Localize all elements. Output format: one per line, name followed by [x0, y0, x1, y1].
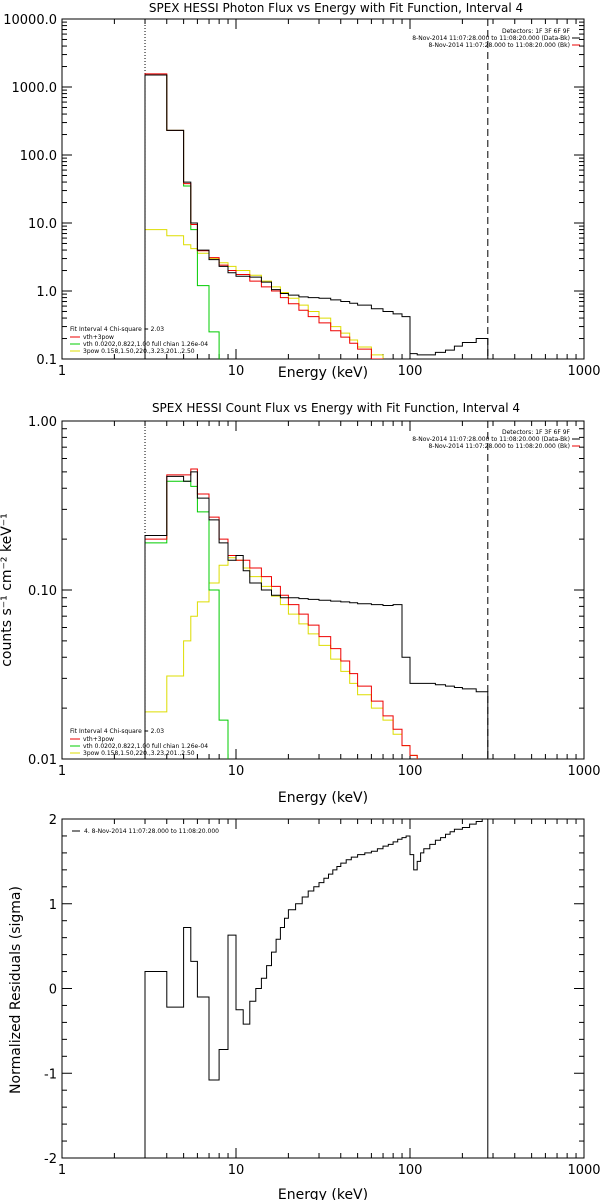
legend-bk: 8-Nov-2014 11:07:28.000 to 11:08:20.000 … — [428, 443, 570, 450]
y-tick-label: 2 — [49, 813, 57, 828]
y-tick-label: -1 — [44, 1067, 57, 1082]
legend-detectors: Detectors: 1F 3F 6F 9F — [502, 28, 571, 35]
photon-flux-title: SPEX HESSI Photon Flux vs Energy with Fi… — [149, 1, 523, 15]
legend-bk: 8-Nov-2014 11:07:28.000 to 11:08:20.000 … — [428, 42, 570, 49]
legend-detectors: Detectors: 1F 3F 6F 9F — [502, 429, 571, 436]
residuals-ylabel: Normalized Residuals (sigma) — [8, 886, 24, 1094]
count-flux-frame — [61, 420, 585, 760]
residuals-legend: 4. 8-Nov-2014 11:07:28.000 to 11:08:20.0… — [72, 828, 219, 835]
series-line — [144, 74, 489, 359]
y-tick-label: 0.10 — [28, 584, 57, 599]
legend-data-bk: 8-Nov-2014 11:07:28.000 to 11:08:20.000 … — [412, 436, 570, 443]
legend-fit-interval: Fit Interval 4 Chi-square = 2.03 — [70, 326, 164, 333]
y-tick-label: 0.01 — [28, 753, 57, 768]
x-tick-label: 10 — [228, 1163, 245, 1178]
y-tick-label: 1000.0 — [12, 81, 58, 96]
y-tick-label: 0 — [49, 983, 57, 998]
series-line — [144, 471, 489, 759]
photon-flux-frame — [61, 18, 585, 360]
legend-vth3pow: vth+3pow — [83, 736, 114, 743]
legend-3pow: 3pow 0.158,1.50,220.,3.23,201.,2.50 — [83, 348, 195, 355]
count-flux-marks: 1 10 100 1000 0.01 0.10 1.00 — [28, 415, 600, 779]
x-tick-label: 1000 — [567, 764, 600, 779]
legend-data-bk: 8-Nov-2014 11:07:28.000 to 11:08:20.000 … — [412, 35, 570, 42]
count-flux-panel: SPEX HESSI Count Flux vs Energy with Fit… — [0, 401, 600, 806]
residuals-xlabel: Energy (keV) — [278, 1187, 368, 1200]
x-tick-label: 100 — [398, 364, 423, 379]
y-tick-label: 10000.0 — [3, 13, 57, 28]
photon-flux-panel: SPEX HESSI Photon Flux vs Energy with Fi… — [3, 1, 600, 381]
y-tick-label: -2 — [44, 1152, 57, 1167]
x-tick-label: 1 — [58, 1163, 66, 1178]
legend-interval: 4. 8-Nov-2014 11:07:28.000 to 11:08:20.0… — [84, 828, 219, 835]
y-tick-label: 1 — [49, 898, 57, 913]
legend-vth: vth 0.0202,0.822,1.00 full chian 1.26e-0… — [83, 341, 208, 348]
legend-vth: vth 0.0202,0.822,1.00 full chian 1.26e-0… — [83, 743, 208, 750]
series-line — [144, 557, 418, 759]
x-tick-label: 1000 — [567, 364, 600, 379]
x-tick-label: 100 — [398, 1163, 423, 1178]
legend-fit-interval: Fit Interval 4 Chi-square = 2.03 — [70, 728, 164, 735]
count-flux-legend-topright: Detectors: 1F 3F 6F 9F 8-Nov-2014 11:07:… — [412, 429, 580, 450]
photon-flux-xlabel: Energy (keV) — [278, 365, 368, 381]
count-flux-xlabel: Energy (keV) — [278, 790, 368, 806]
photon-flux-legend-fit: Fit Interval 4 Chi-square = 2.03 vth+3po… — [70, 326, 208, 355]
x-tick-label: 1 — [58, 364, 66, 379]
count-flux-legend-fit: Fit Interval 4 Chi-square = 2.03 vth+3po… — [70, 728, 208, 757]
x-tick-label: 1000 — [567, 1163, 600, 1178]
x-tick-label: 100 — [398, 764, 423, 779]
y-tick-label: 1.0 — [36, 285, 57, 300]
photon-flux-marks: 1 10 100 1000 0.1 1.0 10.0 100.0 1000.0 10000.0 — [3, 13, 600, 379]
x-tick-label: 10 — [228, 764, 245, 779]
y-tick-label: 1.00 — [28, 415, 57, 430]
y-tick-label: 100.0 — [20, 149, 57, 164]
y-tick-label: 10.0 — [28, 217, 57, 232]
residuals-panel: Energy (keV) Normalized Residuals (sigma… — [8, 813, 600, 1200]
count-flux-ylabel: counts s⁻¹ cm⁻² keV⁻¹ — [0, 513, 15, 667]
x-tick-label: 1 — [58, 764, 66, 779]
y-tick-label: 0.1 — [36, 353, 57, 368]
legend-vth3pow: vth+3pow — [83, 334, 114, 341]
residuals-frame — [61, 818, 585, 1159]
series-line — [144, 819, 489, 1158]
photon-flux-legend-topright: Detectors: 1F 3F 6F 9F 8-Nov-2014 11:07:… — [412, 28, 580, 49]
legend-3pow: 3pow 0.158,1.50,220.,3.23,201.,2.50 — [83, 750, 195, 757]
count-flux-title: SPEX HESSI Count Flux vs Energy with Fit… — [152, 401, 520, 415]
residuals-marks: 1 10 100 1000 -2 -1 0 1 2 — [44, 813, 600, 1178]
x-tick-label: 10 — [228, 364, 245, 379]
